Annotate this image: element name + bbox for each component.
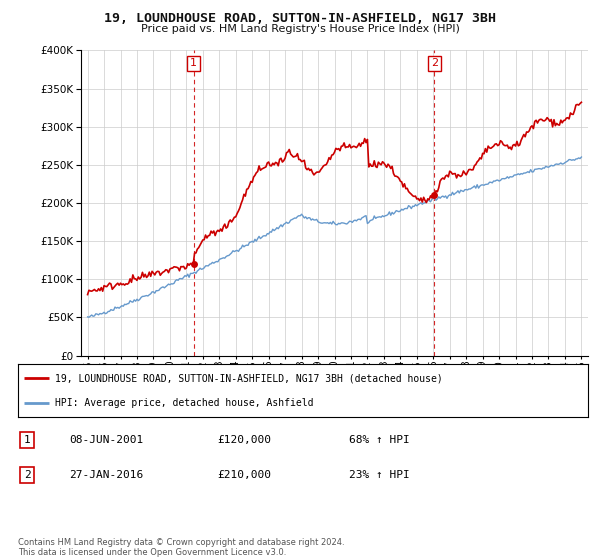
Text: HPI: Average price, detached house, Ashfield: HPI: Average price, detached house, Ashf… [55,398,314,408]
Text: 27-JAN-2016: 27-JAN-2016 [70,470,143,480]
Text: 23% ↑ HPI: 23% ↑ HPI [349,470,409,480]
Text: 1: 1 [190,58,197,68]
Text: 08-JUN-2001: 08-JUN-2001 [70,435,143,445]
Text: Contains HM Land Registry data © Crown copyright and database right 2024.
This d: Contains HM Land Registry data © Crown c… [18,538,344,557]
Text: 1: 1 [24,435,31,445]
Text: 19, LOUNDHOUSE ROAD, SUTTON-IN-ASHFIELD, NG17 3BH: 19, LOUNDHOUSE ROAD, SUTTON-IN-ASHFIELD,… [104,12,496,25]
Text: Price paid vs. HM Land Registry's House Price Index (HPI): Price paid vs. HM Land Registry's House … [140,24,460,34]
Text: £210,000: £210,000 [218,470,271,480]
Text: 2: 2 [24,470,31,480]
Text: 2: 2 [431,58,438,68]
Text: 68% ↑ HPI: 68% ↑ HPI [349,435,409,445]
Text: 19, LOUNDHOUSE ROAD, SUTTON-IN-ASHFIELD, NG17 3BH (detached house): 19, LOUNDHOUSE ROAD, SUTTON-IN-ASHFIELD,… [55,374,443,384]
Text: £120,000: £120,000 [218,435,271,445]
